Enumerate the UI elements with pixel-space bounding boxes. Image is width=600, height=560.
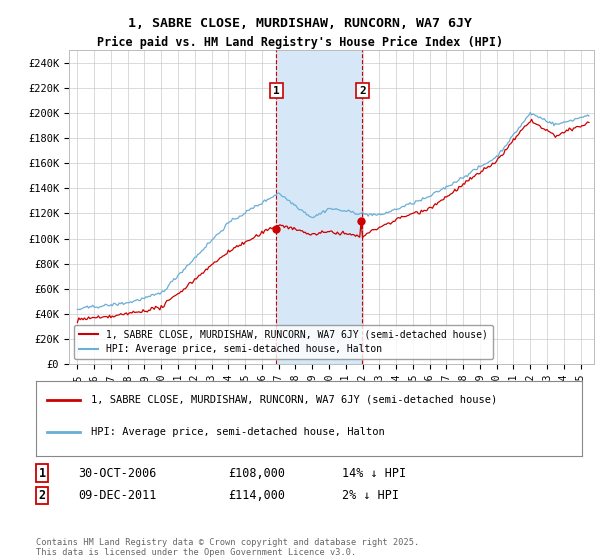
Bar: [276, 50, 362, 364]
Text: HPI: Average price, semi-detached house, Halton: HPI: Average price, semi-detached house,…: [91, 427, 385, 437]
Legend: 1, SABRE CLOSE, MURDISHAW, RUNCORN, WA7 6JY (semi-detached house), HPI: Average : 1, SABRE CLOSE, MURDISHAW, RUNCORN, WA7 …: [74, 325, 493, 359]
Text: 30-OCT-2006: 30-OCT-2006: [78, 466, 157, 480]
Text: 2% ↓ HPI: 2% ↓ HPI: [342, 489, 399, 502]
Text: Contains HM Land Registry data © Crown copyright and database right 2025.
This d: Contains HM Land Registry data © Crown c…: [36, 538, 419, 557]
Text: 2: 2: [359, 86, 366, 96]
Text: 14% ↓ HPI: 14% ↓ HPI: [342, 466, 406, 480]
Text: 2: 2: [38, 489, 46, 502]
Text: 1, SABRE CLOSE, MURDISHAW, RUNCORN, WA7 6JY (semi-detached house): 1, SABRE CLOSE, MURDISHAW, RUNCORN, WA7 …: [91, 395, 497, 405]
Text: 1: 1: [273, 86, 280, 96]
Text: Price paid vs. HM Land Registry's House Price Index (HPI): Price paid vs. HM Land Registry's House …: [97, 36, 503, 49]
Text: 1: 1: [38, 466, 46, 480]
Text: 09-DEC-2011: 09-DEC-2011: [78, 489, 157, 502]
Text: £114,000: £114,000: [228, 489, 285, 502]
Text: £108,000: £108,000: [228, 466, 285, 480]
Text: 1, SABRE CLOSE, MURDISHAW, RUNCORN, WA7 6JY: 1, SABRE CLOSE, MURDISHAW, RUNCORN, WA7 …: [128, 17, 472, 30]
